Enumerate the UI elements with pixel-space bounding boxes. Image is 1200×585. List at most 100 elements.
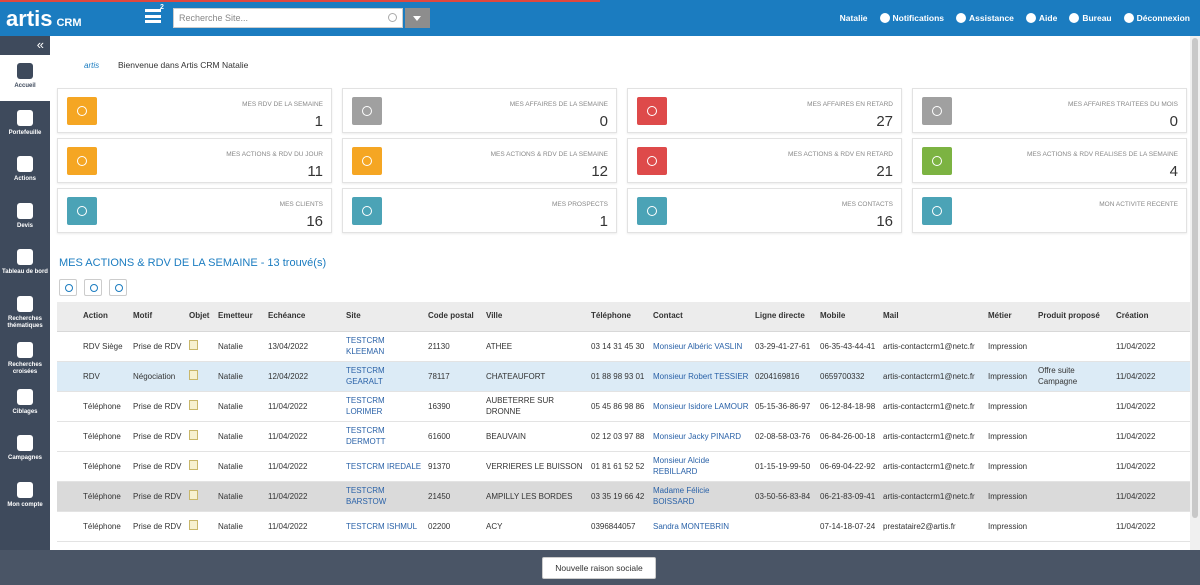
table-row[interactable]: TéléphonePrise de RDVNatalie11/04/2022TE… [57, 481, 1190, 511]
sidebar-item[interactable]: Recherches croisées [0, 334, 50, 380]
column-header[interactable]: Mobile [817, 302, 880, 331]
table-row[interactable]: TéléphonePrise de RDVNatalie11/04/2022TE… [57, 391, 1190, 421]
stat-card[interactable]: MES AFFAIRES DE LA SEMAINE0 [342, 88, 617, 133]
table-cell: Impression [985, 331, 1035, 361]
scrollbar[interactable] [1190, 36, 1200, 550]
stat-card[interactable]: MES ACTIONS & RDV DE LA SEMAINE12 [342, 138, 617, 183]
table-cell [880, 541, 985, 550]
column-header[interactable]: Contact [650, 302, 752, 331]
object-icon[interactable] [189, 370, 198, 380]
column-header[interactable]: Motif [130, 302, 186, 331]
table-cell: 16390 [425, 391, 483, 421]
stat-card[interactable]: MES AFFAIRES TRAITEES DU MOIS0 [912, 88, 1187, 133]
welcome-logo: artis [84, 61, 99, 70]
header-link[interactable]: Aide [1026, 13, 1057, 24]
scroll-thumb[interactable] [1192, 38, 1198, 518]
sidebar-item[interactable]: Accueil [0, 55, 50, 101]
table-cell: TESTCRM LORIMER [343, 391, 425, 421]
sidebar-item[interactable]: Tableau de bord [0, 241, 50, 287]
table-cell: 11/04/2022 [265, 451, 343, 481]
table-row[interactable]: TéléphonePrise de RDVNatalie11/04/2022TE… [57, 451, 1190, 481]
header-link[interactable]: Bureau [1069, 13, 1111, 24]
table-cell: Prise de RDV [130, 511, 186, 541]
table-row[interactable]: TéléphonePrise de RDVNatalie11/04/2022TE… [57, 511, 1190, 541]
columns-button[interactable] [84, 279, 102, 296]
column-header[interactable]: Objet [186, 302, 215, 331]
table-row[interactable]: Prise deTESTCRMBEAUMONT ENMonsieur Geoff… [57, 541, 1190, 550]
object-icon[interactable] [189, 460, 198, 470]
object-icon[interactable] [189, 520, 198, 530]
object-icon[interactable] [189, 340, 198, 350]
column-header[interactable]: Téléphone [588, 302, 650, 331]
logo[interactable]: artisCRM [6, 6, 82, 32]
stat-card[interactable]: MES RDV DE LA SEMAINE1 [57, 88, 332, 133]
card-label: MON ACTIVITE RECENTE [1099, 201, 1178, 208]
column-header[interactable]: Emetteur [215, 302, 265, 331]
table-cell [57, 361, 80, 391]
column-header[interactable]: Action [80, 302, 130, 331]
search-dropdown[interactable] [405, 8, 430, 28]
card-value: 1 [315, 113, 323, 130]
column-header[interactable]: Création [1113, 302, 1190, 331]
logout-link[interactable]: Déconnexion [1124, 13, 1190, 24]
table-cell: 06-21-83-09-41 [817, 481, 880, 511]
table-cell [425, 541, 483, 550]
table-row[interactable]: RDV SiègePrise de RDVNatalie13/04/2022TE… [57, 331, 1190, 361]
column-header[interactable]: Produit proposé [1035, 302, 1113, 331]
column-header[interactable]: Code postal [425, 302, 483, 331]
stat-card[interactable]: MES CONTACTS16 [627, 188, 902, 233]
stat-card[interactable]: MON ACTIVITE RECENTE [912, 188, 1187, 233]
stat-card[interactable]: MES AFFAIRES EN RETARD27 [627, 88, 902, 133]
sidebar-icon [17, 389, 33, 405]
link-text: Bureau [1082, 13, 1111, 23]
sidebar-item[interactable]: Recherches thématiques [0, 288, 50, 334]
table-row[interactable]: RDVNégociationNatalie12/04/2022TESTCRM G… [57, 361, 1190, 391]
collapse-button[interactable]: « [37, 37, 44, 52]
user-name[interactable]: Natalie [840, 13, 868, 23]
column-header[interactable]: Ligne directe [752, 302, 817, 331]
object-icon[interactable] [189, 400, 198, 410]
table-cell: 11/04/2022 [265, 421, 343, 451]
table-cell [57, 481, 80, 511]
card-value: 21 [876, 163, 893, 180]
menu-button[interactable] [145, 9, 161, 23]
stat-card[interactable]: MES ACTIONS & RDV EN RETARD21 [627, 138, 902, 183]
sidebar-item[interactable]: Devis [0, 195, 50, 241]
sidebar-item[interactable]: Actions [0, 148, 50, 194]
accent-line [0, 0, 600, 2]
column-header[interactable]: Echéance [265, 302, 343, 331]
sidebar-item[interactable]: Mon compte [0, 474, 50, 520]
card-icon [637, 147, 667, 175]
table-cell [80, 541, 130, 550]
table-cell: TESTCRM ISHMUL [343, 511, 425, 541]
table-row[interactable]: TéléphonePrise de RDVNatalie11/04/2022TE… [57, 421, 1190, 451]
table-cell: 01 81 61 52 52 [588, 451, 650, 481]
stat-card[interactable]: MES PROSPECTS1 [342, 188, 617, 233]
table-cell: artis-contactcrm1@netc.fr [880, 331, 985, 361]
link-text: Aide [1039, 13, 1057, 23]
object-icon[interactable] [189, 490, 198, 500]
object-icon[interactable] [189, 430, 198, 440]
sidebar-item[interactable]: Portefeuille [0, 102, 50, 148]
sidebar-item[interactable]: Campagnes [0, 427, 50, 473]
stat-card[interactable]: MES ACTIONS & RDV DU JOUR11 [57, 138, 332, 183]
refresh-button[interactable] [59, 279, 77, 296]
sidebar-item[interactable]: Ciblages [0, 381, 50, 427]
column-header[interactable]: Site [343, 302, 425, 331]
column-header[interactable]: Métier [985, 302, 1035, 331]
table-cell: 11/04/2022 [1113, 331, 1190, 361]
table-cell [1035, 391, 1113, 421]
column-header[interactable]: Mail [880, 302, 985, 331]
table-cell: 05-15-36-86-97 [752, 391, 817, 421]
column-header[interactable] [57, 302, 80, 331]
stat-card[interactable]: MES ACTIONS & RDV REALISES DE LA SEMAINE… [912, 138, 1187, 183]
stat-card[interactable]: MES CLIENTS16 [57, 188, 332, 233]
new-company-button[interactable]: Nouvelle raison sociale [542, 557, 656, 579]
column-header[interactable]: Ville [483, 302, 588, 331]
table-cell [186, 391, 215, 421]
search-input[interactable]: Recherche Site... [173, 8, 403, 28]
header-link[interactable]: Assistance [956, 13, 1014, 24]
header-link[interactable]: Notifications [880, 13, 944, 24]
export-button[interactable] [109, 279, 127, 296]
table-cell [186, 511, 215, 541]
